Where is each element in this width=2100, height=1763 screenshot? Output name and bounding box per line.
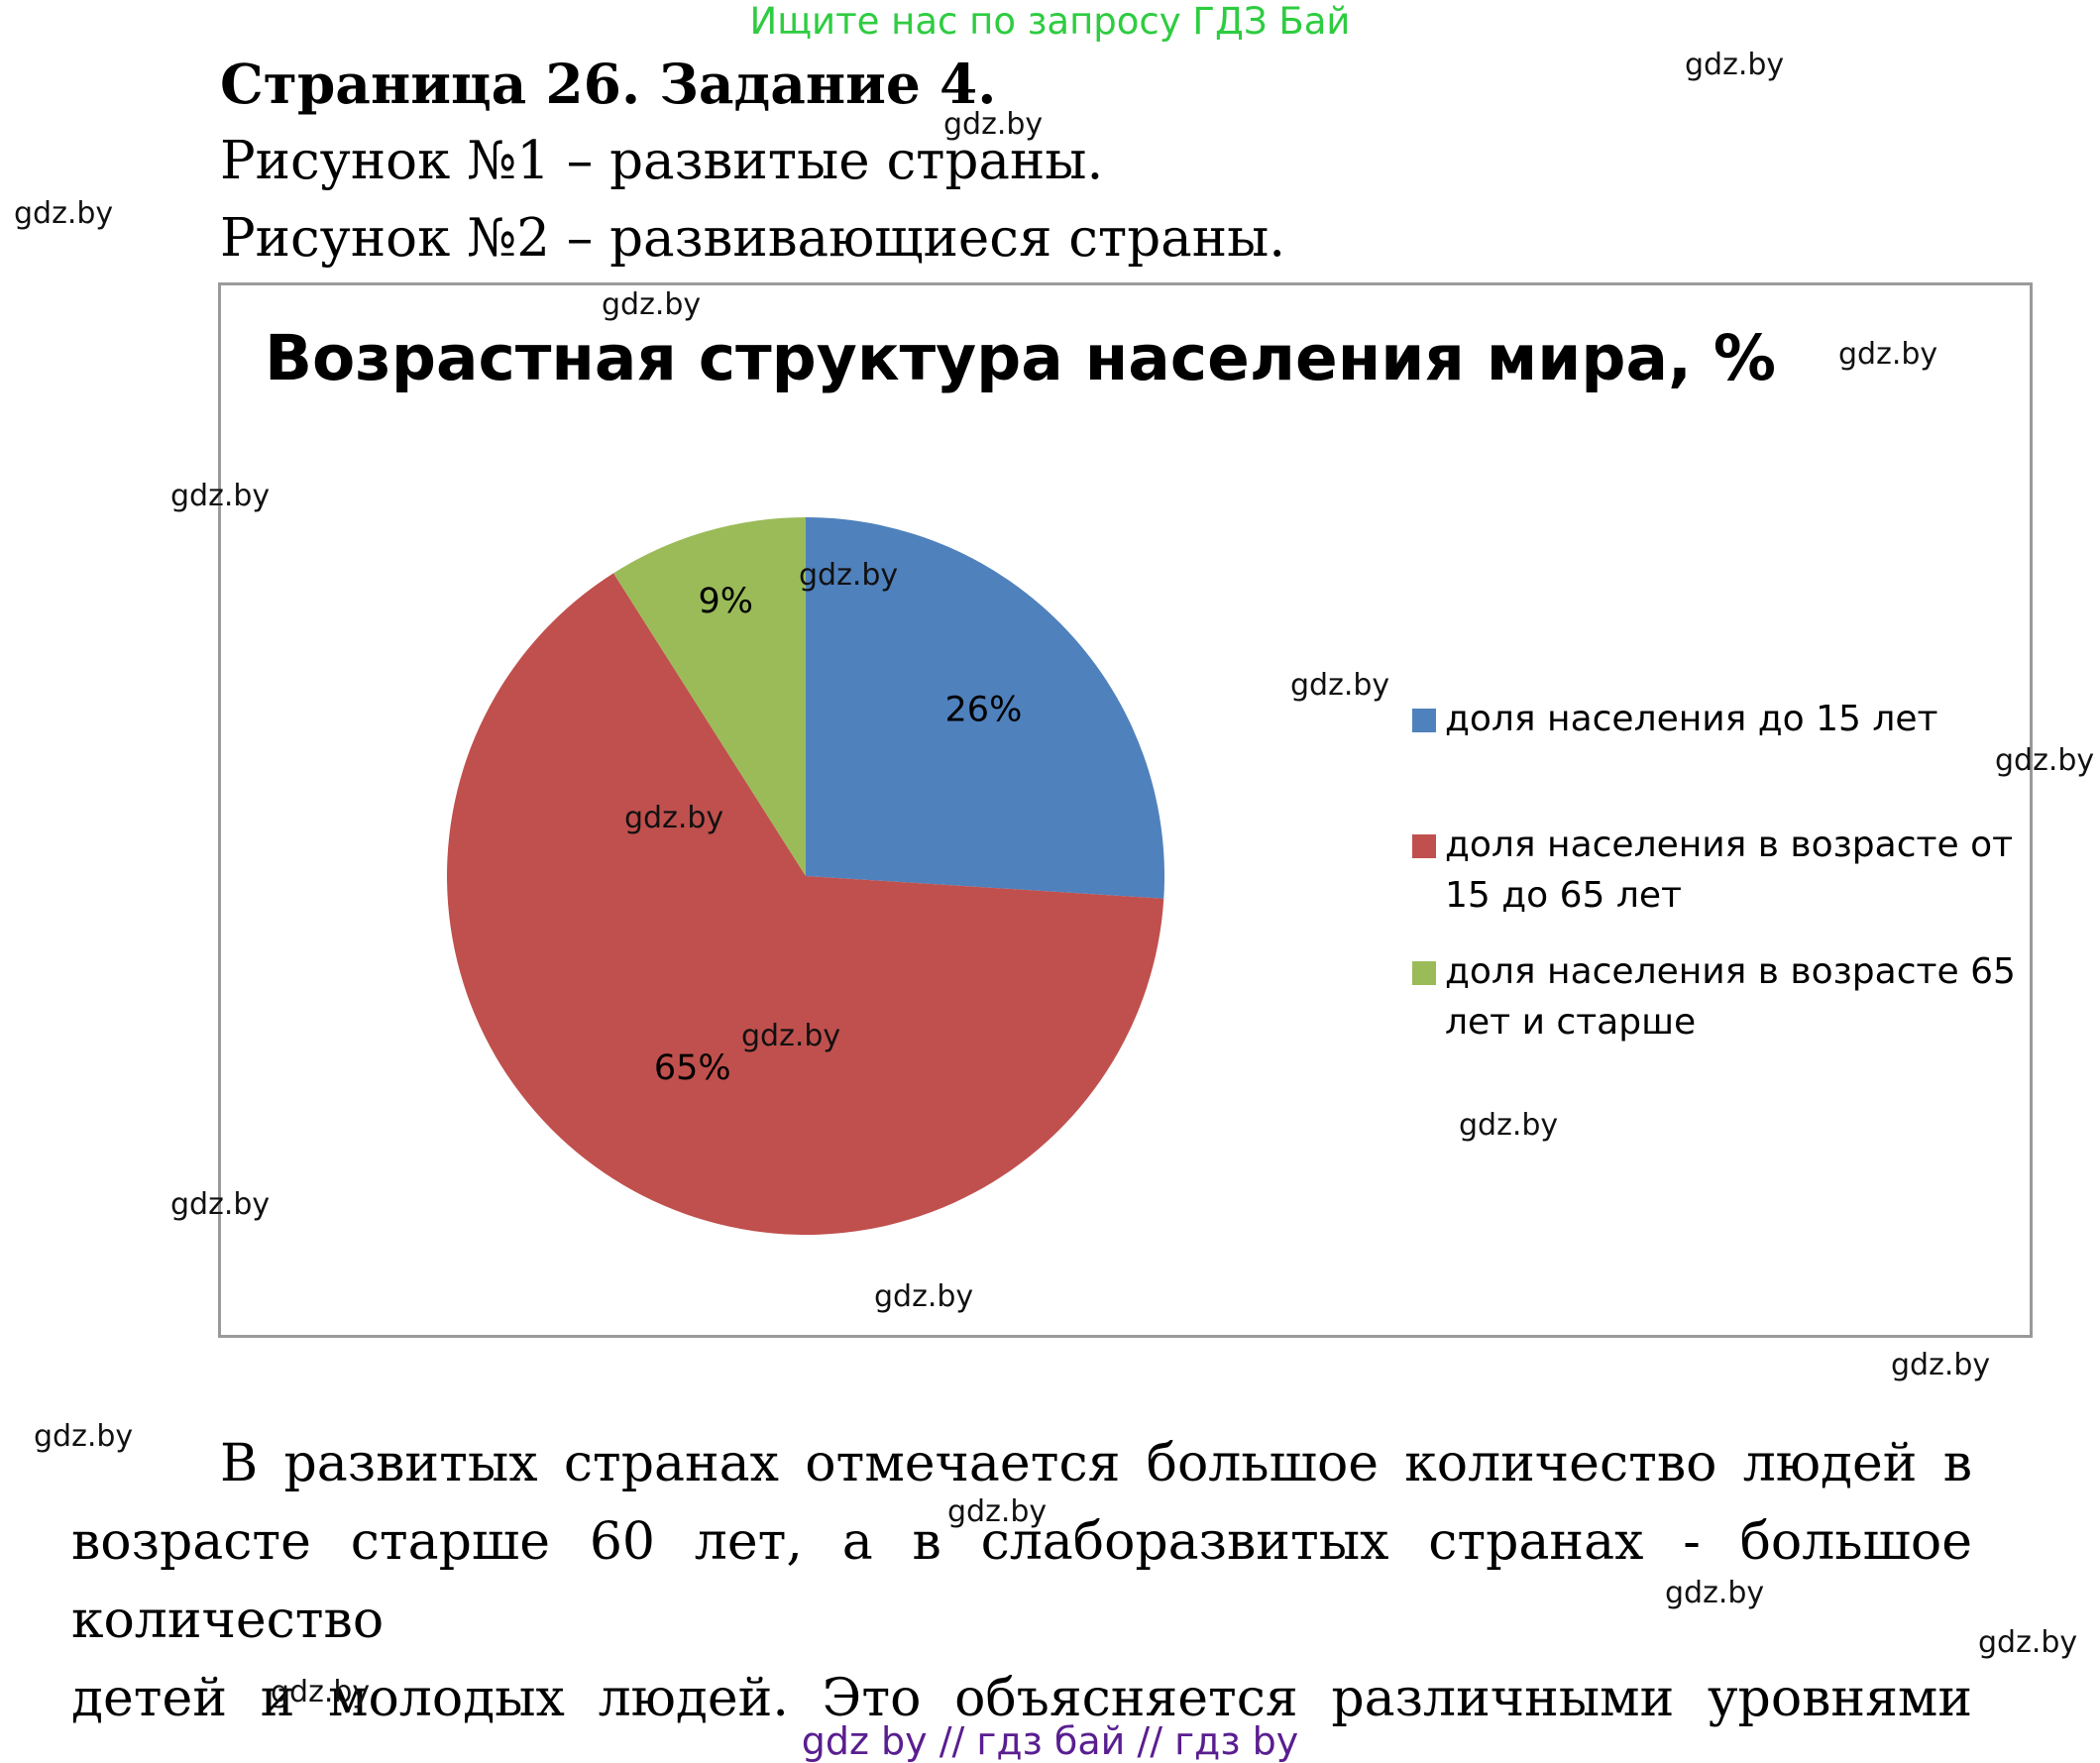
pie-data-label: 9%: [698, 582, 753, 621]
legend-label: доля населения до 15 лет: [1445, 699, 1938, 739]
legend-swatch: [1412, 834, 1436, 858]
watermark: gdz.by: [1665, 1576, 1765, 1610]
watermark: gdz.by: [34, 1419, 134, 1454]
top-banner[interactable]: Ищите нас по запросу ГДЗ Бай: [749, 0, 1351, 43]
pie-slice: [613, 517, 806, 876]
footer-links[interactable]: gdz by // гдз бай // гдз by: [801, 1719, 1299, 1763]
chart-title: Возрастная структура населения мира, %: [265, 322, 1776, 394]
watermark: gdz.by: [1685, 48, 1785, 82]
paragraph-line: возрасте старше 60 лет, а в слаборазвиты…: [71, 1512, 1972, 1650]
legend-item: доля населения в возрасте от 15 до 65 ле…: [1412, 820, 2027, 921]
legend-swatch: [1412, 709, 1436, 732]
chart-frame: [218, 282, 2033, 1338]
watermark: gdz.by: [1459, 1108, 1559, 1143]
page-heading: Страница 26. Задание 4.: [220, 52, 997, 116]
explanation-paragraph: В развитых странах отмечается большое ко…: [71, 1425, 1972, 1738]
watermark: gdz.by: [874, 1279, 974, 1314]
legend-swatch: [1412, 961, 1436, 985]
pie-slice: [446, 573, 1164, 1235]
watermark: gdz.by: [1978, 1625, 2078, 1660]
watermark: gdz.by: [170, 1187, 271, 1222]
chart-legend: доля населения до 15 лет доля населения …: [1412, 694, 2027, 1047]
watermark: gdz.by: [947, 1494, 1048, 1529]
watermark: gdz.by: [741, 1019, 841, 1053]
watermark: gdz.by: [1290, 668, 1390, 703]
watermark: gdz.by: [170, 479, 271, 513]
legend-label: доля населения в возрасте 65 лет и старш…: [1445, 951, 2016, 1043]
paragraph-line: В развитых странах отмечается большое ко…: [220, 1434, 1972, 1493]
watermark: gdz.by: [799, 558, 899, 593]
figure-caption-1: Рисунок №1 – развитые страны.: [220, 131, 1104, 191]
pie-data-label: 65%: [654, 1048, 731, 1088]
figure-caption-2: Рисунок №2 – развивающиеся страны.: [220, 208, 1286, 269]
watermark: gdz.by: [1995, 743, 2095, 778]
legend-item: доля населения в возрасте 65 лет и старш…: [1412, 946, 2027, 1047]
watermark: gdz.by: [1838, 337, 1938, 372]
legend-item: доля населения до 15 лет: [1412, 694, 2027, 744]
watermark: gdz.by: [271, 1675, 371, 1709]
pie-slice: [806, 517, 1164, 899]
pie-data-label: 26%: [945, 690, 1023, 729]
paragraph-line: детей и молодых людей. Это объясняется р…: [71, 1669, 1972, 1728]
watermark: gdz.by: [943, 107, 1044, 142]
legend-label: доля населения в возрасте от 15 до 65 ле…: [1445, 825, 2014, 916]
watermark: gdz.by: [1891, 1348, 1991, 1382]
watermark: gdz.by: [14, 196, 114, 231]
watermark: gdz.by: [602, 287, 702, 322]
watermark: gdz.by: [624, 801, 724, 835]
